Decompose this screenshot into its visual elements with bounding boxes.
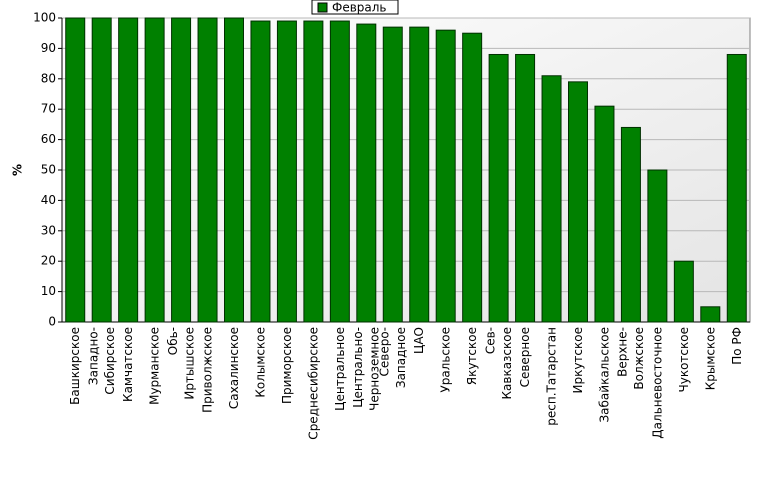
bar bbox=[197, 17, 218, 323]
x-tick-label: Среднесибирское bbox=[306, 327, 320, 440]
bar bbox=[303, 20, 324, 323]
y-tick-label: 80 bbox=[41, 71, 56, 85]
bar bbox=[144, 17, 165, 323]
y-tick-label: 30 bbox=[41, 223, 56, 237]
x-tick-label: Иркутское bbox=[571, 327, 585, 394]
bar bbox=[250, 20, 271, 323]
y-tick-label: 90 bbox=[41, 41, 56, 55]
y-tick-label: 40 bbox=[41, 193, 56, 207]
y-axis-label: % bbox=[11, 164, 25, 176]
bar bbox=[700, 306, 721, 323]
x-tick-label: Западное bbox=[394, 327, 408, 388]
x-tick-label: Верхне- bbox=[616, 327, 630, 377]
x-tick-label: Уральское bbox=[439, 327, 453, 393]
y-tick-label: 10 bbox=[41, 284, 56, 298]
y-tick-label: 20 bbox=[41, 254, 56, 268]
x-tick-label: Колымское bbox=[253, 327, 267, 398]
x-tick-label: Северо- bbox=[378, 327, 392, 377]
x-tick-label: Башкирское bbox=[68, 327, 82, 405]
x-tick-label: Сахалинское bbox=[227, 327, 241, 409]
bar bbox=[171, 17, 192, 323]
x-tick-label: Приморское bbox=[280, 327, 294, 404]
x-tick-label: Забайкальское bbox=[597, 327, 611, 423]
y-tick-label: 100 bbox=[33, 11, 56, 25]
x-tick-label: Приволжское bbox=[201, 327, 215, 413]
bar bbox=[488, 53, 509, 323]
x-tick-label: Дальневосточное bbox=[650, 327, 664, 439]
bar bbox=[620, 126, 641, 323]
x-tick-label: Обь- bbox=[166, 327, 180, 355]
bar bbox=[65, 17, 86, 323]
x-tick-label: Иртышское bbox=[182, 327, 196, 400]
bar bbox=[409, 26, 430, 323]
x-tick-label: Кавказское bbox=[500, 327, 514, 400]
bar bbox=[224, 17, 244, 323]
bar bbox=[118, 17, 139, 323]
bar bbox=[726, 53, 747, 323]
y-tick-label: 50 bbox=[41, 163, 56, 177]
x-tick-label: Якутское bbox=[465, 327, 479, 385]
y-tick-label: 0 bbox=[48, 315, 56, 329]
bar bbox=[329, 20, 350, 323]
x-tick-label: Сев- bbox=[483, 327, 497, 354]
bar bbox=[647, 169, 668, 323]
bar bbox=[462, 32, 483, 323]
bar bbox=[435, 29, 456, 323]
x-tick-label: Мурманское bbox=[148, 327, 162, 405]
x-tick-label: Западно- bbox=[86, 327, 100, 385]
bar bbox=[382, 26, 403, 323]
x-tick-label: По РФ bbox=[730, 327, 744, 365]
x-tick-label: Камчатское bbox=[121, 327, 135, 402]
bar bbox=[276, 20, 297, 323]
bar bbox=[541, 75, 562, 323]
bar bbox=[568, 81, 588, 323]
legend-label: Февраль bbox=[332, 1, 387, 15]
x-tick-label: респ.Татарстан bbox=[545, 327, 559, 426]
bar bbox=[91, 17, 112, 323]
x-tick-label: Крымское bbox=[703, 327, 717, 390]
x-tick-label: ЦАО bbox=[412, 327, 426, 354]
x-tick-label: Северное bbox=[518, 327, 532, 387]
x-tick-label: Черноземное bbox=[368, 327, 382, 411]
legend: Февраль bbox=[311, 0, 399, 15]
x-tick-label: Центрально- bbox=[351, 327, 365, 408]
legend-box bbox=[311, 0, 399, 15]
bar bbox=[356, 23, 377, 323]
y-tick-label: 60 bbox=[41, 132, 56, 146]
x-tick-label: Сибирское bbox=[103, 327, 117, 395]
x-tick-label: Центральное bbox=[333, 327, 347, 411]
y-tick-label: 70 bbox=[41, 102, 56, 116]
bar bbox=[515, 53, 536, 323]
x-tick-label: Волжское bbox=[632, 327, 646, 390]
bar bbox=[673, 260, 694, 323]
legend-swatch bbox=[317, 2, 328, 13]
bar bbox=[594, 105, 615, 323]
x-tick-label: Чукотское bbox=[677, 327, 691, 392]
